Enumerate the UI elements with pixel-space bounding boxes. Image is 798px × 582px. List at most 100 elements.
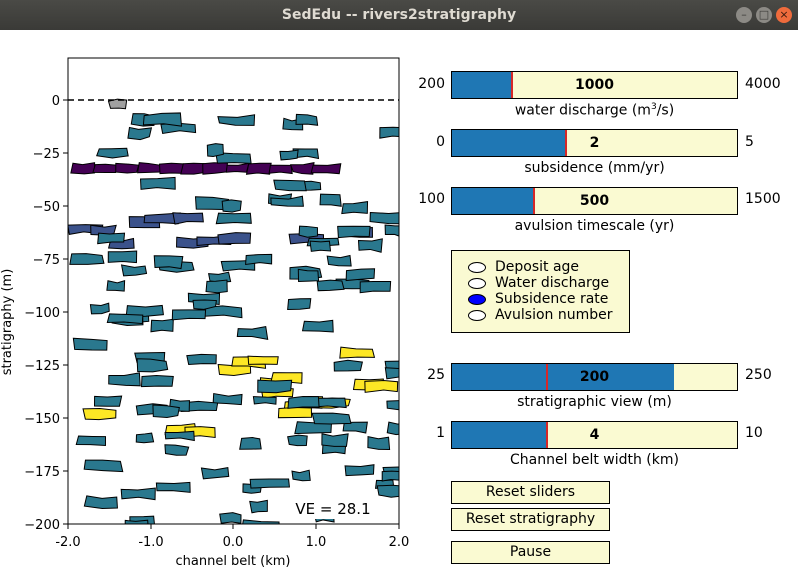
slider-handle[interactable]	[545, 422, 548, 448]
channel-deposit	[367, 435, 391, 451]
ve-label: VE = 28.1	[295, 500, 370, 518]
radio-avulsion-number[interactable]: Avulsion number	[468, 307, 613, 323]
channel-deposit	[136, 358, 169, 373]
reset-stratigraphy-button[interactable]: Reset stratigraphy	[451, 508, 610, 531]
slider-value: 1000	[575, 77, 614, 93]
channel-deposit	[153, 255, 184, 270]
channel-deposit	[72, 337, 108, 351]
channel-deposit	[341, 200, 369, 215]
channel-deposit	[295, 113, 319, 126]
channel-deposit	[108, 372, 141, 387]
stratigraphic-view-slider[interactable]: 200	[451, 363, 738, 391]
x-tick-label: 1.0	[306, 535, 327, 550]
channel-deposit	[215, 152, 252, 164]
channel-deposit	[200, 467, 230, 480]
subsidence-max: 5	[745, 134, 754, 150]
slider-handle[interactable]	[511, 72, 514, 98]
y-tick-label: −175	[24, 465, 60, 480]
reset-sliders-button[interactable]: Reset sliders	[451, 481, 610, 504]
channel-deposit	[180, 162, 205, 175]
channel-deposit	[127, 126, 153, 141]
slider-fill	[452, 130, 566, 156]
x-tick-label: -2.0	[55, 535, 80, 550]
maximize-button[interactable]: □	[756, 7, 772, 23]
channel-deposit	[219, 512, 242, 524]
water-discharge-slider[interactable]: 1000	[451, 71, 738, 99]
channel-deposit	[298, 225, 318, 238]
slider-value: 500	[579, 193, 610, 209]
channel-deposit	[345, 268, 376, 282]
channel-deposit	[83, 495, 118, 510]
channel-deposit	[257, 379, 293, 394]
channel-deposit	[205, 279, 228, 294]
app-window: VE = 28.1 0 −25 −50 −75 −100 −125 −150 −…	[0, 30, 798, 582]
radio-subsidence-rate[interactable]: Subsidence rate	[468, 291, 608, 307]
radio-water-discharge[interactable]: Water discharge	[468, 275, 609, 291]
channel-deposit	[236, 326, 269, 340]
subsidence-slider[interactable]: 2	[451, 129, 738, 157]
channel-deposit	[97, 232, 126, 245]
water-discharge-max: 4000	[745, 76, 781, 92]
channel-deposit	[319, 193, 342, 207]
channel-deposit	[273, 179, 307, 192]
x-tick-label: -1.0	[138, 535, 163, 550]
channel-deposit	[311, 412, 352, 425]
radio-button-icon[interactable]	[468, 277, 486, 289]
channel-deposit	[135, 432, 155, 444]
slider-value: 4	[589, 427, 600, 443]
channel-deposit	[217, 232, 252, 245]
slider-value: 2	[589, 135, 600, 151]
water-discharge-min: 200	[418, 76, 445, 92]
slider-handle[interactable]	[532, 188, 535, 214]
channel-deposit	[115, 162, 140, 174]
channel-deposit	[287, 434, 308, 447]
pause-button[interactable]: Pause	[451, 541, 610, 564]
channel-deposit	[357, 238, 383, 253]
minimize-button[interactable]: –	[736, 7, 752, 23]
close-button[interactable]: ×	[776, 7, 792, 23]
radio-button-icon[interactable]	[468, 309, 486, 321]
channel-belt-width-slider[interactable]: 4	[451, 421, 738, 449]
y-tick-label: −150	[24, 412, 60, 427]
channel-deposit	[171, 309, 207, 321]
channel-deposit	[120, 487, 156, 501]
avulsion-timescale-slider[interactable]: 500	[451, 187, 738, 215]
channel-deposit	[106, 279, 126, 292]
channel-deposit	[206, 143, 224, 158]
x-tick-label: 2.0	[389, 535, 410, 550]
channel-deposit	[277, 407, 313, 419]
avulsion-timescale-label: avulsion timescale (yr)	[514, 218, 675, 234]
channel-deposit	[310, 163, 342, 175]
radio-button-icon[interactable]	[468, 293, 486, 305]
y-axis: 0 −25 −50 −75 −100 −125 −150 −175 −200	[24, 94, 68, 533]
y-tick-label: −75	[33, 253, 60, 268]
radio-deposit-age[interactable]: Deposit age	[468, 259, 579, 275]
channel-deposit	[140, 375, 174, 388]
channel-deposit	[152, 404, 180, 418]
channel-deposit	[245, 253, 273, 266]
ve-label-bg	[289, 497, 379, 519]
channel-deposit	[107, 98, 128, 110]
subsidence-label: subsidence (mm/yr)	[524, 160, 665, 176]
channel-deposit	[69, 253, 105, 265]
channel-deposit	[386, 421, 399, 436]
slider-value: 200	[579, 369, 610, 385]
channel-deposit	[217, 114, 256, 126]
channel-deposit	[289, 161, 315, 175]
channel-deposit	[186, 353, 217, 366]
slider-handle[interactable]	[565, 130, 567, 156]
channel-deposit	[270, 195, 304, 207]
channel-deposit	[142, 112, 183, 127]
channel-deposit	[107, 250, 138, 264]
strat-view-min: 25	[427, 367, 445, 383]
channel-deposit	[245, 162, 272, 175]
channel-deposit	[326, 254, 352, 267]
slider-handle[interactable]	[545, 364, 548, 390]
channel-deposit	[106, 313, 144, 325]
channel-deposit	[294, 421, 333, 435]
channel-deposit	[70, 162, 96, 175]
channel-deposit	[287, 298, 312, 311]
radio-button-icon[interactable]	[468, 261, 486, 273]
subsidence-min: 0	[436, 134, 445, 150]
channel-deposit	[164, 444, 190, 456]
